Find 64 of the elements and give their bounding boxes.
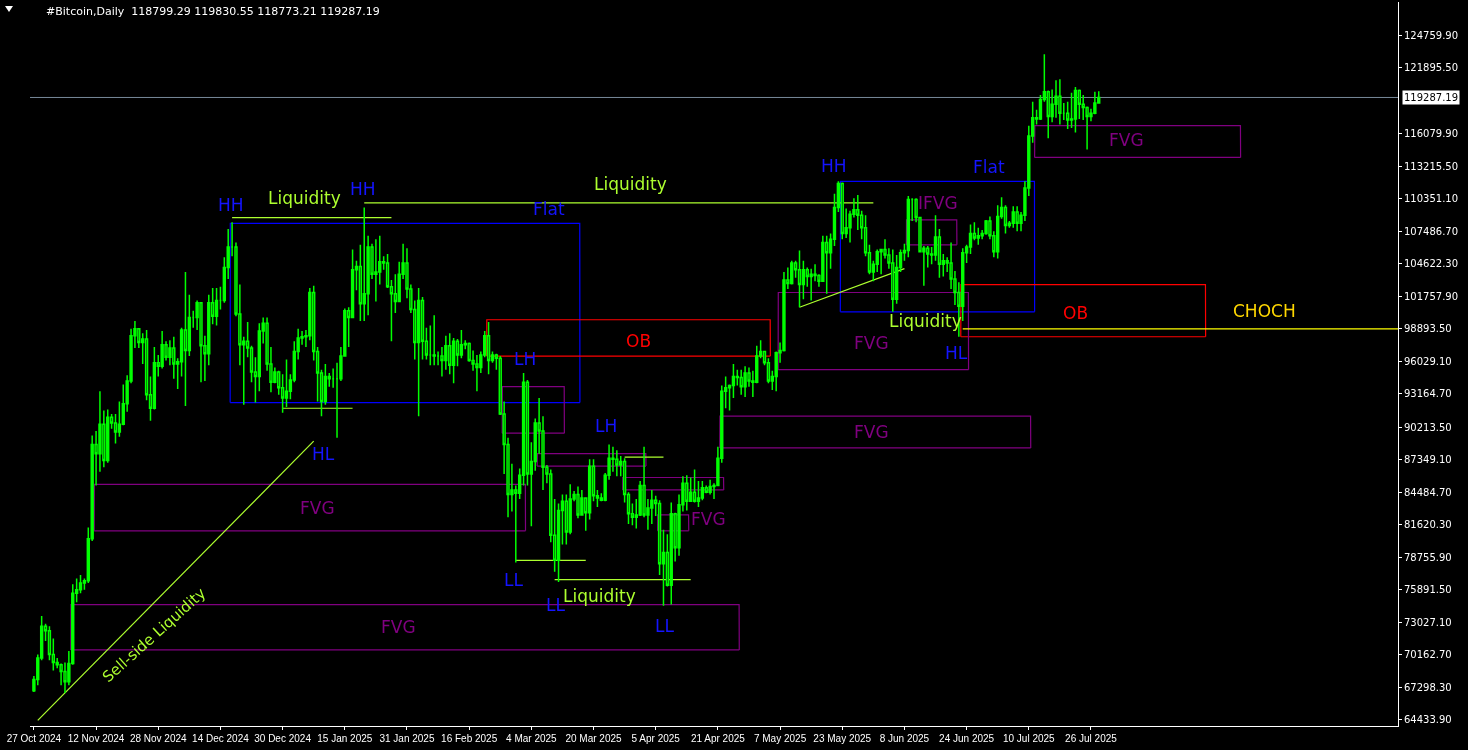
y-tick-label: 110351.10: [1404, 193, 1459, 205]
y-tick-label: 116079.90: [1404, 128, 1459, 140]
x-tick-label: 14 Dec 2024: [192, 733, 250, 744]
y-tick-label: 96029.10: [1404, 355, 1452, 367]
x-tick-label: 21 Apr 2025: [690, 733, 746, 744]
annotation: LH: [595, 416, 618, 436]
y-tick-label: 124759.90: [1404, 29, 1459, 41]
annotation: Liquidity: [594, 174, 667, 194]
y-tick-label: 121895.50: [1404, 62, 1459, 74]
y-tick-label: 98893.50: [1404, 323, 1452, 335]
x-tick-label: 15 Jan 2025: [317, 733, 373, 744]
annotation: IFVG: [918, 193, 958, 213]
x-tick-label: 28 Nov 2024: [129, 733, 188, 744]
y-tick-label: 87349.10: [1404, 454, 1452, 466]
annotation: HH: [218, 195, 244, 215]
x-tick-label: 27 Oct 2024: [6, 733, 62, 744]
y-tick-label: 64433.90: [1404, 714, 1452, 726]
y-tick-label: 73027.10: [1404, 616, 1452, 628]
x-tick-label: 30 Dec 2024: [254, 733, 312, 744]
annotation: FVG: [381, 617, 416, 637]
y-tick-label: 90213.50: [1404, 421, 1452, 433]
y-tick-label: 101757.90: [1404, 290, 1459, 302]
annotation: HL: [312, 444, 335, 464]
x-tick-label: 23 May 2025: [813, 733, 872, 744]
annotation: FVG: [300, 498, 335, 518]
y-tick-label: 104622.30: [1404, 258, 1459, 270]
annotation: CHOCH: [1233, 301, 1296, 321]
y-tick-label: 113215.50: [1404, 160, 1459, 172]
y-tick-label: 78755.90: [1404, 551, 1452, 563]
y-tick-label: 70162.70: [1404, 649, 1452, 661]
x-tick-label: 8 Jun 2025: [879, 733, 930, 744]
x-tick-label: 10 Jul 2025: [1002, 733, 1056, 744]
annotation: Liquidity: [268, 188, 341, 208]
x-tick-label: 16 Feb 2025: [441, 733, 498, 744]
annotation: Flat: [973, 157, 1005, 177]
annotation: LL: [504, 570, 524, 590]
annotation: Liquidity: [563, 586, 636, 606]
ref-line-label: 119287.19: [1404, 92, 1459, 103]
x-tick-label: 31 Jan 2025: [379, 733, 435, 744]
x-tick-label: 5 Apr 2025: [631, 733, 681, 744]
y-tick-label: 107486.70: [1404, 225, 1459, 237]
annotation: HH: [350, 179, 376, 199]
chart-title: #Bitcoin,Daily 118799.29 119830.55 118773.21 119287.19: [46, 5, 380, 18]
annotation: LL: [655, 616, 675, 636]
annotation: FVG: [691, 509, 726, 529]
y-tick-label: 67298.30: [1404, 681, 1452, 693]
x-tick-label: 4 Mar 2025: [506, 733, 558, 744]
y-tick-label: 81620.30: [1404, 519, 1452, 531]
annotation: FVG: [1109, 130, 1144, 150]
x-tick-label: 24 Jun 2025: [939, 733, 995, 744]
x-tick-label: 7 May 2025: [753, 733, 807, 744]
annotation: HL: [945, 343, 968, 363]
y-tick-label: 84484.70: [1404, 486, 1452, 498]
x-tick-label: 12 Nov 2024: [67, 733, 125, 744]
annotation: FVG: [854, 422, 889, 442]
annotation: OB: [626, 331, 652, 351]
annotation: FVG: [854, 333, 889, 353]
x-tick-label: 26 Jul 2025: [1065, 733, 1118, 744]
annotation: HH: [821, 156, 847, 176]
y-tick-label: 75891.50: [1404, 584, 1452, 596]
annotation: OB: [1063, 303, 1089, 323]
x-tick-label: 20 Mar 2025: [565, 733, 623, 744]
annotation: Flat: [533, 199, 565, 219]
y-tick-label: 93164.70: [1404, 388, 1452, 400]
